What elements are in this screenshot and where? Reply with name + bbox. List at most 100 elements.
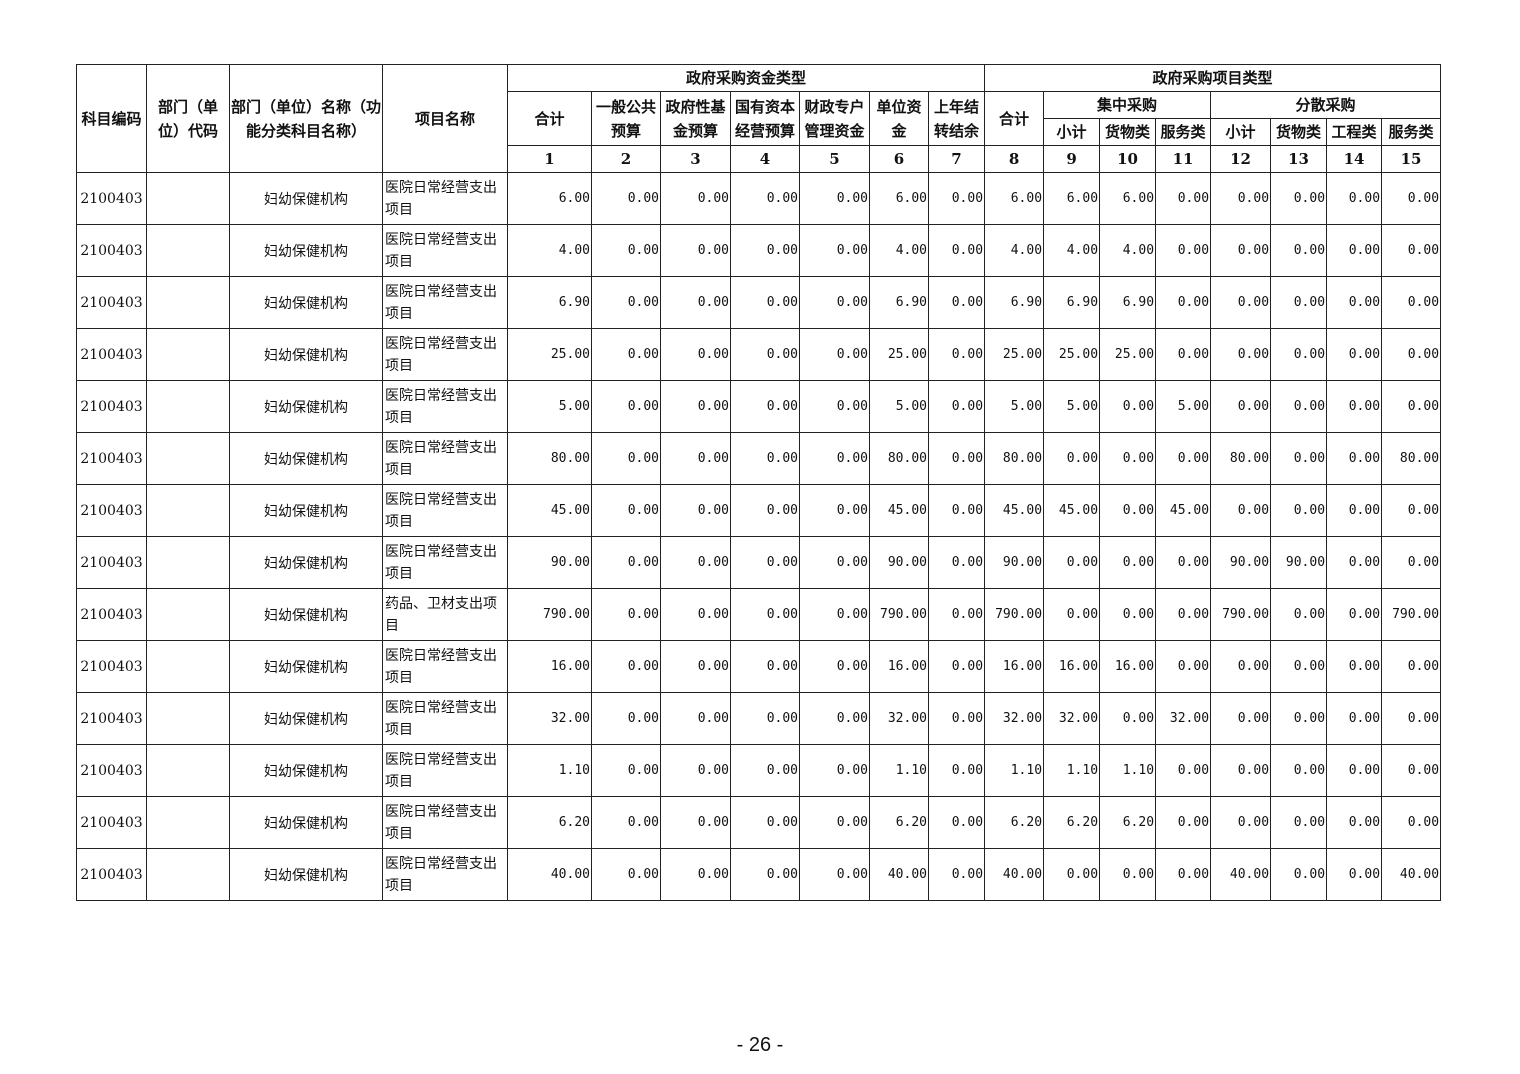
value-cell: 80.00 [507,432,592,485]
value-cell: 1.10 [1043,744,1101,797]
value-cell: 0.00 [1270,796,1328,849]
value-cell: 0.00 [927,276,986,329]
value-cell: 6.20 [984,796,1045,849]
value-cell: 0.00 [1210,328,1272,381]
value-cell: 0.00 [730,536,800,589]
value-cell: 0.00 [591,744,661,797]
value-cell: 0.00 [1270,692,1328,745]
value-cell: 0.00 [799,744,870,797]
header-subject-code: 科目编码 [76,64,147,173]
value-cell: 0.00 [1270,328,1328,381]
table-row: 2100403 妇幼保健机构 医院日常经营支出项目 6.90 0.00 0.00 0.00 0… [76,276,1442,329]
value-cell: 0.00 [591,848,661,901]
value-cell: 0.00 [660,484,731,537]
value-cell: 0.00 [1326,796,1383,849]
value-cell: 0.00 [730,640,800,693]
subject-code-cell: 2100403 [76,224,147,277]
value-cell: 0.00 [730,432,800,485]
value-cell: 0.00 [1270,744,1328,797]
value-cell: 0.00 [660,224,731,277]
value-cell: 0.00 [730,848,800,901]
value-cell: 0.00 [1270,172,1328,225]
page-number: - 26 - [736,1034,784,1056]
value-cell: 0.00 [799,172,870,225]
subject-code-cell: 2100403 [76,536,147,589]
value-cell: 0.00 [927,328,986,381]
table-row: 2100403 妇幼保健机构 医院日常经营支出项目 6.20 0.00 0.00 0.00 0… [76,796,1442,849]
header-col-number: 3 [660,145,731,173]
value-cell: 16.00 [1043,640,1101,693]
value-cell: 0.00 [1381,276,1442,329]
header-project-name: 项目名称 [382,64,508,173]
procurement-table: 科目编码 部门（单位）代码 部门（单位）名称（功能分类科目名称） 项目名称 政府… [76,64,1442,901]
value-cell: 0.00 [799,484,870,537]
value-cell: 0.00 [730,380,800,433]
value-cell: 6.00 [869,172,929,225]
value-cell: 32.00 [869,692,929,745]
value-cell: 40.00 [1381,848,1442,901]
value-cell: 6.90 [984,276,1045,329]
value-cell: 0.00 [660,380,731,433]
value-cell: 0.00 [1326,224,1383,277]
value-cell: 40.00 [984,848,1045,901]
header-dispersed-col: 服务类 [1381,118,1442,146]
value-cell: 90.00 [984,536,1045,589]
value-cell: 0.00 [927,536,986,589]
value-cell: 0.00 [591,432,661,485]
value-cell: 0.00 [1155,536,1212,589]
project-name-cell: 医院日常经营支出项目 [382,432,508,485]
value-cell: 0.00 [660,588,731,641]
table-row: 2100403 妇幼保健机构 医院日常经营支出项目 32.00 0.00 0.00 0.00… [76,692,1442,745]
project-name-cell: 医院日常经营支出项目 [382,640,508,693]
header-col-number: 8 [984,145,1045,173]
header-project-type: 政府采购项目类型 [984,64,1442,92]
value-cell: 6.90 [1099,276,1157,329]
subject-code-cell: 2100403 [76,432,147,485]
header-dept-code: 部门（单位）代码 [146,64,230,173]
project-name-cell: 医院日常经营支出项目 [382,744,508,797]
header-col-number: 11 [1155,145,1212,173]
value-cell: 0.00 [799,796,870,849]
value-cell: 790.00 [1210,588,1272,641]
dept-code-cell [146,848,230,901]
value-cell: 1.10 [984,744,1045,797]
value-cell: 0.00 [730,328,800,381]
value-cell: 0.00 [730,796,800,849]
value-cell: 80.00 [984,432,1045,485]
subject-code-cell: 2100403 [76,380,147,433]
dept-code-cell [146,796,230,849]
table-row: 2100403 妇幼保健机构 医院日常经营支出项目 6.00 0.00 0.00 0.00 0… [76,172,1442,225]
value-cell: 0.00 [927,432,986,485]
value-cell: 0.00 [1099,588,1157,641]
header-total: 合计 [984,91,1045,146]
dept-code-cell [146,172,230,225]
dept-name-cell: 妇幼保健机构 [229,848,383,901]
value-cell: 0.00 [799,536,870,589]
value-cell: 0.00 [591,692,661,745]
subject-code-cell: 2100403 [76,848,147,901]
value-cell: 6.20 [869,796,929,849]
value-cell: 1.10 [869,744,929,797]
value-cell: 0.00 [1155,224,1212,277]
value-cell: 0.00 [591,380,661,433]
value-cell: 0.00 [1270,380,1328,433]
value-cell: 0.00 [1381,484,1442,537]
value-cell: 32.00 [1043,692,1101,745]
value-cell: 90.00 [1210,536,1272,589]
header-col-number: 2 [591,145,661,173]
value-cell: 0.00 [1210,224,1272,277]
value-cell: 0.00 [1210,744,1272,797]
value-cell: 0.00 [660,796,731,849]
value-cell: 25.00 [1043,328,1101,381]
value-cell: 45.00 [507,484,592,537]
value-cell: 0.00 [660,328,731,381]
subject-code-cell: 2100403 [76,484,147,537]
value-cell: 0.00 [1270,640,1328,693]
value-cell: 0.00 [1210,380,1272,433]
value-cell: 0.00 [1326,640,1383,693]
header-col-number: 10 [1099,145,1157,173]
value-cell: 0.00 [1270,484,1328,537]
value-cell: 790.00 [984,588,1045,641]
dept-name-cell: 妇幼保健机构 [229,692,383,745]
header-fund-col: 单位资金 [869,91,929,146]
